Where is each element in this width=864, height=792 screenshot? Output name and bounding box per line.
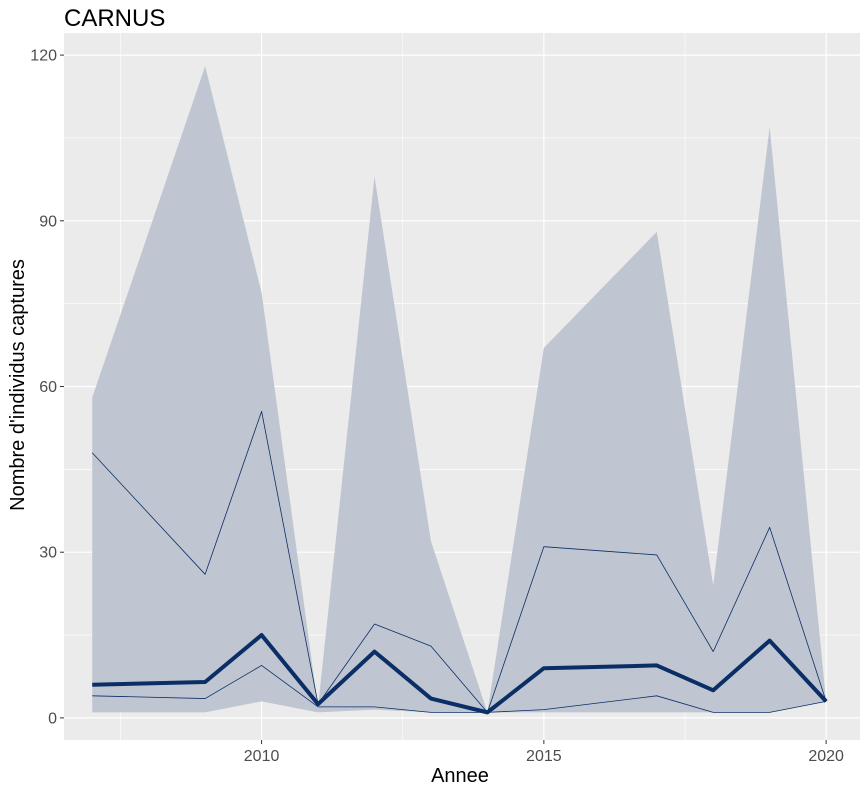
x-axis-ticks: 2010 2015 2020	[244, 740, 844, 765]
y-tick-label: 30	[39, 545, 57, 562]
x-tick-label: 2010	[244, 748, 280, 765]
x-tick-label: 2020	[808, 748, 844, 765]
series-lines	[91, 410, 828, 715]
series-median-line	[92, 633, 828, 715]
y-tick-label: 60	[39, 379, 57, 396]
y-tick-label: 0	[48, 710, 57, 727]
y-axis-label: Nombre d'individus captures	[7, 259, 29, 511]
x-tick-label: 2015	[526, 748, 562, 765]
y-tick-label: 120	[30, 48, 57, 65]
confidence-ribbon	[92, 66, 827, 713]
y-tick-label: 90	[39, 213, 57, 230]
y-axis-ticks: 0 30 60 90 120	[30, 48, 64, 727]
series-upper-line	[91, 410, 827, 713]
series-lower-line	[92, 665, 827, 713]
x-axis-label: Annee	[431, 765, 489, 787]
chart-title: CARNUS	[64, 5, 165, 32]
grid-major	[64, 33, 860, 740]
